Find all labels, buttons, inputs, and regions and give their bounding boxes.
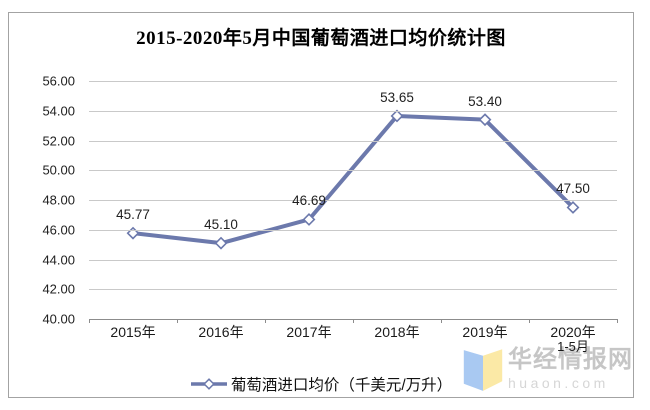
gridline (89, 200, 617, 201)
x-axis-label: 2016年 (198, 324, 244, 340)
x-axis-tick (265, 319, 266, 323)
x-axis-tick (529, 319, 530, 323)
gridline (89, 259, 617, 261)
x-axis-tick (177, 319, 178, 323)
x-axis-tick (617, 319, 618, 323)
legend-marker-icon (190, 378, 227, 390)
plot-area: 45.77 45.10 46.69 53.65 53.40 47.50 (89, 81, 618, 323)
data-point-label: 45.77 (116, 207, 150, 223)
data-point-label: 53.65 (380, 89, 414, 105)
x-axis-tick (441, 319, 442, 323)
y-axis-label: 56.00 (42, 73, 75, 89)
line-series-svg (126, 109, 580, 250)
data-point-marker (478, 113, 492, 127)
data-point-marker (126, 226, 140, 240)
page-title: 2015-2020年5月中国葡萄酒进口均价统计图 (136, 28, 506, 49)
x-axis-tick (353, 319, 354, 323)
gridline (89, 81, 617, 82)
legend: 葡萄酒进口均价（千美元/万升） (9, 373, 633, 395)
watermark-site-name: 华经情报网 (508, 346, 633, 373)
watermark: 华经情报网 huaon.com (463, 342, 633, 391)
x-axis-label: 2019年 (462, 324, 508, 340)
data-point-label: 47.50 (556, 181, 590, 197)
watermark-text: 华经情报网 huaon.com (508, 346, 633, 392)
gridline (89, 110, 617, 112)
y-axis-label: 52.00 (42, 133, 75, 148)
chart-frame: 2015-2020年5月中国葡萄酒进口均价统计图 56.00 54.00 52.00… (8, 12, 634, 398)
y-axis-label: 46.00 (42, 222, 75, 238)
data-point-marker (390, 109, 404, 123)
x-axis: 2015年 2016年 2017年 2018年 2019年 2020年 1-5月 (89, 325, 617, 359)
y-axis-label: 48.00 (42, 192, 75, 208)
y-axis: 56.00 54.00 52.00 50.00 48.00 46.00 44.00 42.00… (9, 74, 75, 327)
x-axis-label: 2017年 (286, 324, 332, 340)
x-axis-label: 2015年 (110, 324, 156, 340)
data-point-label: 46.69 (292, 193, 326, 209)
gridline (89, 140, 617, 142)
x-axis-label: 2018年 (374, 324, 420, 340)
data-point-marker (566, 201, 580, 214)
x-axis-sublabel: 1-5月 (557, 339, 589, 354)
data-point-marker (214, 236, 228, 250)
data-point-label: 53.40 (468, 93, 502, 109)
gridline (89, 170, 617, 172)
data-point-label: 45.10 (204, 217, 238, 233)
open-book-icon (463, 349, 503, 391)
y-axis-label: 40.00 (42, 311, 75, 327)
gridline (89, 229, 617, 231)
watermark-site-url: huaon.com (508, 375, 609, 391)
x-axis-label: 2020年 1-5月 (523, 325, 623, 354)
y-axis-label: 44.00 (42, 252, 75, 267)
y-axis-label: 54.00 (42, 103, 75, 119)
legend-label: 葡萄酒进口均价（千美元/万升） (230, 377, 453, 394)
y-axis-label: 50.00 (42, 162, 75, 178)
data-point-marker (302, 213, 316, 226)
x-axis-tick (89, 319, 90, 323)
trend-line (132, 113, 575, 246)
gridline (89, 289, 617, 291)
y-axis-label: 42.00 (42, 281, 75, 297)
